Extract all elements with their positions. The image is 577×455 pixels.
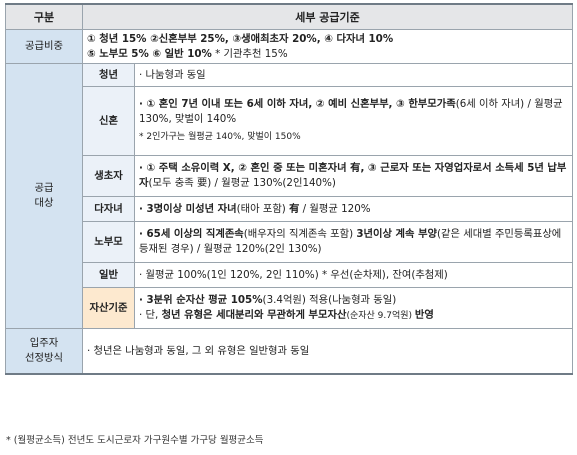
newlywed-note: * 2인가구는 월평균 140%, 맞벌이 150% xyxy=(139,132,301,142)
header-category: 구분 xyxy=(5,3,83,30)
supply-ratio-label: 공급비중 xyxy=(5,29,83,64)
newlywed-content: · ① 혼인 7년 이내 또는 6세 이하 자녀, ② 예비 신혼부부, ③ 한… xyxy=(134,86,573,156)
asset-criteria-label: 자산기준 xyxy=(82,287,135,329)
asset-criteria-row: 자산기준 · 3분위 순자산 평균 105%(3.4억원) 적용(나눔형과 동일… xyxy=(6,287,573,329)
multi-child-content: · 3명이상 미성년 자녀(태아 포함) 有 / 월평균 120% xyxy=(134,196,573,222)
general-row: 일반 · 월평균 100%(1인 120%, 2인 110%) * 우선(순차제… xyxy=(6,262,573,288)
first-time-buyer-row: 생초자 · ① 주택 소유이력 X, ② 혼인 중 또는 미혼자녀 有, ③ 근… xyxy=(6,155,573,197)
selection-row: 입주자 선정방식 · 청년은 나눔형과 동일, 그 외 유형은 일반형과 동일 xyxy=(5,328,573,375)
first-time-buyer-rest: (모두 충족 要) / 월평균 130%(2인140%) xyxy=(148,177,336,189)
multi-child-bold: · 3명이상 미성년 자녀 xyxy=(139,202,237,215)
footnote: * (월평균소득) 전년도 도시근로자 가구원수별 가구당 월평균소득 xyxy=(6,435,264,446)
asset-line2-a: · 단, xyxy=(139,308,162,321)
supply-ratio-line1: ① 청년 15% ②신혼부부 25%, ③생애최초자 20%, ④ 다자녀 10… xyxy=(87,32,394,45)
selection-content: · 청년은 나눔형과 동일, 그 외 유형은 일반형과 동일 xyxy=(82,328,573,375)
multi-child-mid: (태아 포함) xyxy=(236,202,290,215)
general-content: · 월평균 100%(1인 120%, 2인 110%) * 우선(순차제), … xyxy=(134,262,573,288)
supply-ratio-content: ① 청년 15% ②신혼부부 25%, ③생애최초자 20%, ④ 다자녀 10… xyxy=(82,29,573,64)
asset-line2-bold1: 청년 유형은 세대분리와 무관하게 부모자산 xyxy=(161,308,347,321)
target-label-line2: 대상 xyxy=(34,197,54,209)
newlywed-line1-rest: (6세 이하 자녀) / 월평균 130%, 맞벌이 140% xyxy=(139,98,563,125)
header-criteria: 세부 공급기준 xyxy=(82,3,573,30)
target-label: 공급 대상 xyxy=(5,63,83,329)
multi-child-row: 다자녀 · 3명이상 미성년 자녀(태아 포함) 有 / 월평균 120% xyxy=(6,196,573,222)
supply-criteria-table: 구분 세부 공급기준 공급비중 ① 청년 15% ②신혼부부 25%, ③생애최… xyxy=(5,3,573,375)
youth-content: · 나눔형과 동일 xyxy=(134,63,573,87)
supply-ratio-line2-rest: * 기관추천 15% xyxy=(211,47,288,60)
newlywed-row: 신혼 · ① 혼인 7년 이내 또는 6세 이하 자녀, ② 예비 신혼부부, … xyxy=(6,86,573,156)
first-time-buyer-content: · ① 주택 소유이력 X, ② 혼인 중 또는 미혼자녀 有, ③ 근로자 또… xyxy=(134,155,573,197)
selection-label: 입주자 선정방식 xyxy=(5,328,83,375)
asset-line2: · 단, 청년 유형은 세대분리와 무관하게 부모자산(순자산 9.7억원) 반… xyxy=(139,308,568,324)
asset-criteria-content: · 3분위 순자산 평균 105%(3.4억원) 적용(나눔형과 동일) · 단… xyxy=(134,287,573,329)
elderly-parent-mid: (배우자의 직계존속 포함) xyxy=(243,228,357,240)
multi-child-label: 다자녀 xyxy=(82,196,135,222)
supply-ratio-row: 공급비중 ① 청년 15% ②신혼부부 25%, ③생애최초자 20%, ④ 다… xyxy=(5,29,573,64)
selection-label-line2: 선정방식 xyxy=(25,352,63,364)
table-header-row: 구분 세부 공급기준 xyxy=(5,3,573,30)
elderly-parent-rest: (같은 세대별 주민등록표상에 등재된 경우) / 월평균 120%(2인 13… xyxy=(139,228,562,255)
asset-line1-bold: · 3분위 순자산 평균 105% xyxy=(139,293,263,306)
elderly-parent-bold2: 3년이상 계속 부양 xyxy=(356,228,438,240)
first-time-buyer-label: 생초자 xyxy=(82,155,135,197)
newlywed-line1: · ① 혼인 7년 이내 또는 6세 이하 자녀, ② 예비 신혼부부, ③ 한… xyxy=(139,97,568,127)
supply-ratio-line2: ⑤ 노부모 5% ⑥ 일반 10% * 기관추천 15% xyxy=(87,47,568,62)
first-time-buyer-bold: · ① 주택 소유이력 X, ② 혼인 중 또는 미혼자녀 有, ③ 근로자 또… xyxy=(139,162,567,189)
elderly-parent-label: 노부모 xyxy=(82,221,135,263)
target-label-line1: 공급 xyxy=(34,182,54,194)
asset-line1-rest: 적용(나눔형과 동일) xyxy=(305,293,397,306)
youth-row: 공급 대상 청년 · 나눔형과 동일 xyxy=(5,63,573,329)
elderly-parent-bold1: · 65세 이상의 직계존속 xyxy=(139,228,244,240)
elderly-parent-content: · 65세 이상의 직계존속(배우자의 직계존속 포함) 3년이상 계속 부양(… xyxy=(134,221,573,263)
multi-child-bold2: 有 xyxy=(289,202,300,215)
selection-label-line1: 입주자 xyxy=(29,337,59,349)
newlywed-line1-bold: · ① 혼인 7년 이내 또는 6세 이하 자녀, ② 예비 신혼부부, ③ 한… xyxy=(139,98,456,110)
multi-child-rest: / 월평균 120% xyxy=(299,202,371,215)
asset-line1-mid: (3.4억원) xyxy=(262,293,306,306)
general-label: 일반 xyxy=(82,262,135,288)
asset-line2-bold2: 반영 xyxy=(414,308,434,321)
asset-line1: · 3분위 순자산 평균 105%(3.4억원) 적용(나눔형과 동일) xyxy=(139,293,568,308)
elderly-parent-row: 노부모 · 65세 이상의 직계존속(배우자의 직계존속 포함) 3년이상 계속… xyxy=(6,221,573,263)
supply-ratio-line2-bold: ⑤ 노부모 5% ⑥ 일반 10% xyxy=(87,47,212,60)
youth-label: 청년 xyxy=(82,63,135,87)
newlywed-label: 신혼 xyxy=(82,86,135,156)
asset-line2-small: (순자산 9.7억원) xyxy=(346,310,415,321)
